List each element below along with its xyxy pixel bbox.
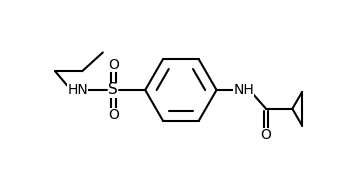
Text: O: O [108, 58, 119, 72]
Text: O: O [261, 128, 271, 142]
Text: O: O [108, 108, 119, 122]
Text: NH: NH [233, 83, 254, 97]
Text: HN: HN [67, 83, 88, 97]
Text: S: S [108, 82, 118, 98]
